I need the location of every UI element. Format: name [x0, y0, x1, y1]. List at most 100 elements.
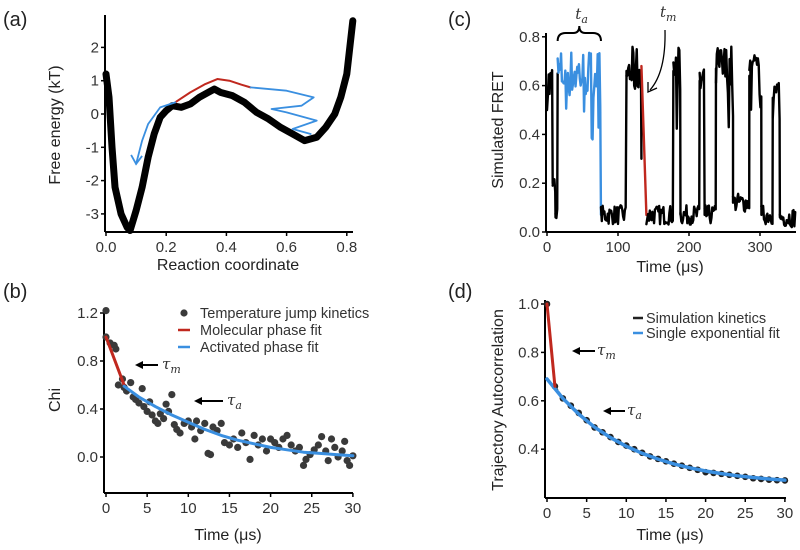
- y-tick-label: -3: [86, 206, 99, 223]
- y-tick-label: -2: [86, 173, 99, 190]
- data-point: [327, 435, 336, 443]
- fret-trace-segment: [698, 68, 706, 217]
- x-tick-label: 0.6: [276, 239, 297, 256]
- t-m-label-subscript: m: [666, 11, 676, 24]
- x-tick-label: 100: [605, 239, 630, 256]
- legend-entry: Temperature jump kinetics: [200, 306, 369, 322]
- x-tick-label: 0.2: [156, 239, 177, 256]
- x-tick-label: 0.8: [336, 239, 357, 256]
- x-tick-label: 20: [262, 500, 279, 517]
- y-tick-label: 0.4: [77, 401, 98, 418]
- data-point: [225, 441, 234, 449]
- fret-trace-segment: [778, 208, 797, 229]
- y-tick-label: 0: [91, 106, 99, 123]
- t-a-label-symbol: t: [575, 5, 582, 23]
- fret-trace-segment: [599, 69, 628, 226]
- data-point: [206, 451, 215, 459]
- fret-trace-segment: [640, 64, 648, 217]
- data-point: [192, 417, 201, 425]
- data-point: [302, 455, 310, 463]
- y-tick-label: 0.2: [519, 175, 540, 192]
- fret-trace-segment: [731, 74, 751, 213]
- t-m-arrow: [649, 29, 666, 91]
- fret-trace-segment: [672, 46, 682, 217]
- legend-marker-dots: [180, 309, 188, 317]
- y-tick-label: 0.6: [518, 393, 539, 410]
- data-point: [168, 391, 176, 399]
- x-tick-label: 15: [658, 505, 675, 522]
- y-tick-label: 0.0: [519, 224, 540, 241]
- x-tick-label: 0: [543, 505, 551, 522]
- data-point: [295, 443, 304, 451]
- x-axis-label: Time (μs): [194, 527, 261, 544]
- data-point: [191, 435, 199, 443]
- data-point: [217, 419, 225, 427]
- x-tick-label: 5: [582, 505, 590, 522]
- panel-label: (c): [448, 9, 471, 31]
- data-point: [135, 399, 143, 407]
- data-point: [148, 411, 156, 419]
- data-point: [324, 457, 332, 465]
- data-point: [258, 435, 266, 443]
- data-point: [283, 431, 291, 439]
- y-tick-label: 2: [91, 39, 99, 56]
- t-m-arrow-head-icon: [647, 82, 658, 94]
- tau-m-label-symbol: τ: [597, 341, 606, 359]
- data-point: [201, 419, 209, 427]
- y-axis-label: Simulated FRET: [490, 71, 507, 189]
- data-point: [234, 443, 242, 451]
- data-point: [341, 437, 349, 445]
- tau-a-label-symbol: τ: [227, 391, 236, 409]
- t-a-label: ta: [575, 5, 588, 26]
- tau-a-label-subscript: a: [635, 409, 642, 422]
- y-tick-label: 0.0: [77, 449, 98, 466]
- y-tick-label: 1: [91, 73, 99, 90]
- t-a-label-subscript: a: [581, 13, 588, 26]
- x-axis-label: Time (μs): [636, 527, 703, 544]
- fret-trace-segment: [554, 72, 559, 220]
- data-point: [299, 461, 308, 469]
- x-tick-label: 10: [180, 500, 197, 517]
- data-point: [112, 345, 120, 353]
- data-point: [287, 441, 295, 449]
- fret-trace-segment: [771, 81, 782, 219]
- fret-trace-segment: [679, 79, 701, 226]
- legend-entry: Single exponential fit: [646, 326, 780, 342]
- molecular-fit-line: [545, 302, 557, 388]
- y-tick-label: 1.2: [77, 305, 98, 322]
- x-tick-label: 0: [102, 500, 110, 517]
- data-point: [318, 433, 326, 441]
- brace-icon: [556, 25, 602, 42]
- data-point: [262, 447, 271, 455]
- arrow-head-icon: [130, 154, 143, 166]
- tau-a-label: τa: [627, 401, 642, 422]
- x-tick-label: 15: [221, 500, 238, 517]
- fret-trace-segment: [551, 177, 557, 219]
- legend-entry: Simulation kinetics: [646, 311, 766, 327]
- x-tick-label: 25: [737, 505, 754, 522]
- data-point: [154, 419, 162, 427]
- arrow-tau-m-head: [135, 361, 143, 369]
- fret-trace-segment: [748, 54, 763, 217]
- y-tick-label: 0.4: [519, 126, 540, 143]
- y-tick-label: 0.8: [519, 29, 540, 46]
- data-point: [138, 385, 146, 393]
- tau-m-label-subscript: m: [170, 363, 180, 376]
- x-tick-label: 200: [676, 239, 701, 256]
- panel-label: (b): [3, 281, 27, 303]
- x-axis-label: Time (μs): [636, 259, 703, 276]
- y-axis-label: Trajectory Autocorrelation: [490, 309, 507, 491]
- y-tick-label: 0.8: [518, 344, 539, 361]
- x-tick-label: 5: [143, 500, 151, 517]
- x-tick-label: 30: [345, 500, 362, 517]
- legend-entry: Activated phase fit: [200, 340, 319, 356]
- data-point: [338, 447, 346, 455]
- tau-a-label-symbol: τ: [627, 401, 636, 419]
- data-point: [314, 441, 322, 449]
- y-tick-label: 1.0: [518, 296, 539, 313]
- x-axis-label: Reaction coordinate: [157, 257, 299, 274]
- fret-trace-segment: [703, 67, 718, 225]
- panel-label: (d): [448, 281, 472, 303]
- arrow-tau-a-head: [603, 407, 611, 415]
- data-point: [246, 455, 254, 463]
